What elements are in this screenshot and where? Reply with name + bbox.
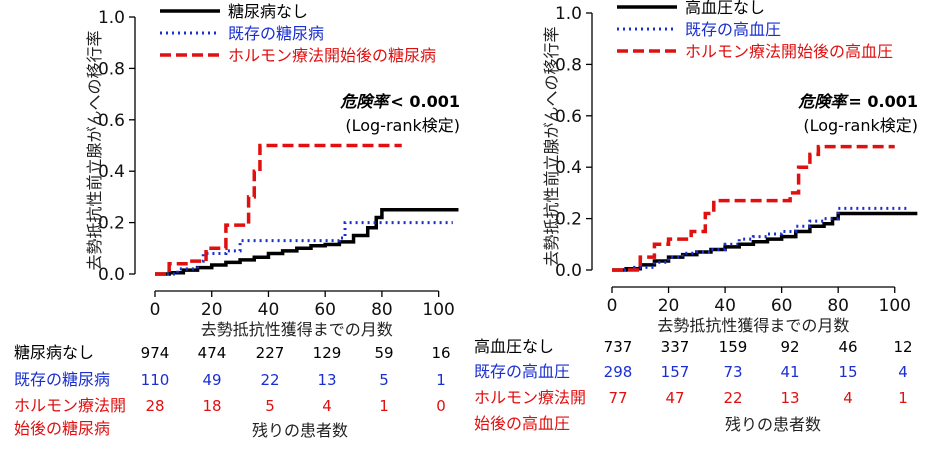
legend-label: 既存の糖尿病: [228, 24, 324, 43]
x-tick-label: 60: [771, 296, 793, 316]
risk-count: 49: [202, 371, 221, 389]
series-line-dotted: [155, 221, 453, 276]
y-axis-title: 去勢抵抗性前立腺がんへの移行率: [85, 30, 104, 270]
y-axis-title: 去勢抵抗性前立腺がんへの移行率: [542, 26, 561, 266]
p-value-prefix: 危険率: [797, 92, 849, 111]
legend-label: 既存の高血圧: [685, 20, 781, 39]
risk-count: 0: [436, 397, 446, 415]
legend-label: 高血圧なし: [685, 0, 765, 17]
x-tick-label: 40: [714, 296, 736, 316]
risk-count: 110: [141, 371, 170, 389]
series-line-dashed: [612, 144, 895, 272]
y-tick-label: 0.4: [98, 162, 125, 182]
y-tick-label: 0.4: [555, 158, 582, 178]
risk-count: 41: [780, 363, 799, 381]
y-tick-label: 0.2: [555, 210, 582, 230]
risk-count: 73: [723, 363, 742, 381]
y-tick-label: 0.0: [555, 261, 582, 281]
risk-table-title: 残りの患者数: [252, 421, 348, 440]
y-tick-label: 0.6: [555, 107, 582, 127]
risk-count: 5: [379, 371, 389, 389]
y-tick-label: 0.2: [98, 214, 125, 234]
test-name: (Log-rank検定): [803, 116, 918, 135]
risk-count: 1: [379, 397, 389, 415]
risk-count: 92: [780, 338, 799, 356]
risk-count: 474: [198, 344, 227, 362]
risk-count: 12: [893, 338, 912, 356]
x-axis-title: 去勢抵抗性獲得までの月数: [201, 320, 393, 339]
p-value-text: 危険率 = 0.001: [797, 92, 918, 111]
p-value-text: 危険率 < 0.001: [339, 92, 460, 111]
risk-count: 337: [661, 338, 690, 356]
legend-label: 糖尿病なし: [228, 2, 308, 21]
risk-count: 129: [313, 344, 342, 362]
risk-row-label-line1: ホルモン療法開: [474, 388, 586, 407]
x-tick-label: 80: [371, 300, 393, 320]
risk-count: 4: [843, 389, 853, 407]
risk-count: 974: [141, 344, 170, 362]
x-tick-label: 100: [879, 296, 911, 316]
legend-label: ホルモン療法開始後の高血圧: [685, 42, 893, 61]
risk-count: 1: [898, 389, 908, 407]
risk-count: 737: [604, 338, 633, 356]
risk-row-label-line1: ホルモン療法開: [14, 396, 126, 415]
risk-count: 5: [265, 397, 275, 415]
x-tick-label: 40: [258, 300, 280, 320]
risk-count: 298: [604, 363, 633, 381]
p-value-value: < 0.001: [390, 92, 460, 111]
p-value-prefix: 危険率: [339, 92, 391, 111]
x-tick-label: 0: [150, 300, 161, 320]
x-tick-label: 80: [827, 296, 849, 316]
risk-count: 28: [145, 397, 164, 415]
x-tick-label: 20: [658, 296, 680, 316]
x-tick-label: 20: [201, 300, 223, 320]
y-tick-label: 1.0: [555, 4, 582, 24]
risk-count: 1: [436, 371, 446, 389]
risk-count: 22: [260, 371, 279, 389]
risk-row-label: 既存の糖尿病: [14, 370, 110, 389]
risk-count: 59: [374, 344, 393, 362]
risk-count: 15: [838, 363, 857, 381]
x-axis-title: 去勢抵抗性獲得までの月数: [657, 316, 849, 335]
test-name: (Log-rank検定): [345, 116, 460, 135]
risk-row-label: 糖尿病なし: [14, 343, 94, 362]
risk-count: 159: [719, 338, 748, 356]
risk-row-label-line2: 始後の高血圧: [474, 414, 570, 433]
risk-count: 46: [838, 338, 857, 356]
series-line-dashed: [155, 143, 402, 276]
x-tick-label: 100: [422, 300, 454, 320]
risk-row-label: 既存の高血圧: [474, 362, 570, 381]
y-tick-label: 0.8: [555, 55, 582, 75]
legend-label: ホルモン療法開始後の糖尿病: [228, 46, 436, 65]
risk-count: 16: [431, 344, 450, 362]
risk-count: 47: [665, 389, 684, 407]
y-tick-label: 0.6: [98, 111, 125, 131]
risk-count: 18: [202, 397, 221, 415]
chart-panel-2: 0.0 0.2 0.4 0.6 0.8 1.0 0 20 40 60 80 100 去勢抵抗性前立腺がん…: [474, 0, 918, 434]
risk-count: 4: [898, 363, 908, 381]
risk-count: 22: [723, 389, 742, 407]
risk-row-label-line2: 始後の糖尿病: [14, 419, 110, 438]
y-tick-label: 1.0: [98, 8, 125, 28]
y-tick-label: 0.0: [98, 265, 125, 285]
x-tick-label: 0: [607, 296, 618, 316]
series-line-solid: [155, 208, 459, 276]
risk-count: 157: [661, 363, 690, 381]
risk-count: 77: [608, 389, 627, 407]
risk-table-title: 残りの患者数: [725, 415, 821, 434]
chart-panel-1: 0.00.20.40.60.81.00 20 40 60 80 100去勢抵抗性前立腺がん…: [14, 2, 460, 440]
risk-row-label: 高血圧なし: [474, 337, 554, 356]
y-tick-label: 0.8: [98, 59, 125, 79]
risk-count: 13: [780, 389, 799, 407]
p-value-value: = 0.001: [848, 92, 918, 111]
risk-count: 4: [322, 397, 332, 415]
risk-count: 227: [256, 344, 285, 362]
x-tick-label: 60: [314, 300, 336, 320]
series-line-solid: [612, 211, 918, 272]
risk-count: 13: [317, 371, 336, 389]
